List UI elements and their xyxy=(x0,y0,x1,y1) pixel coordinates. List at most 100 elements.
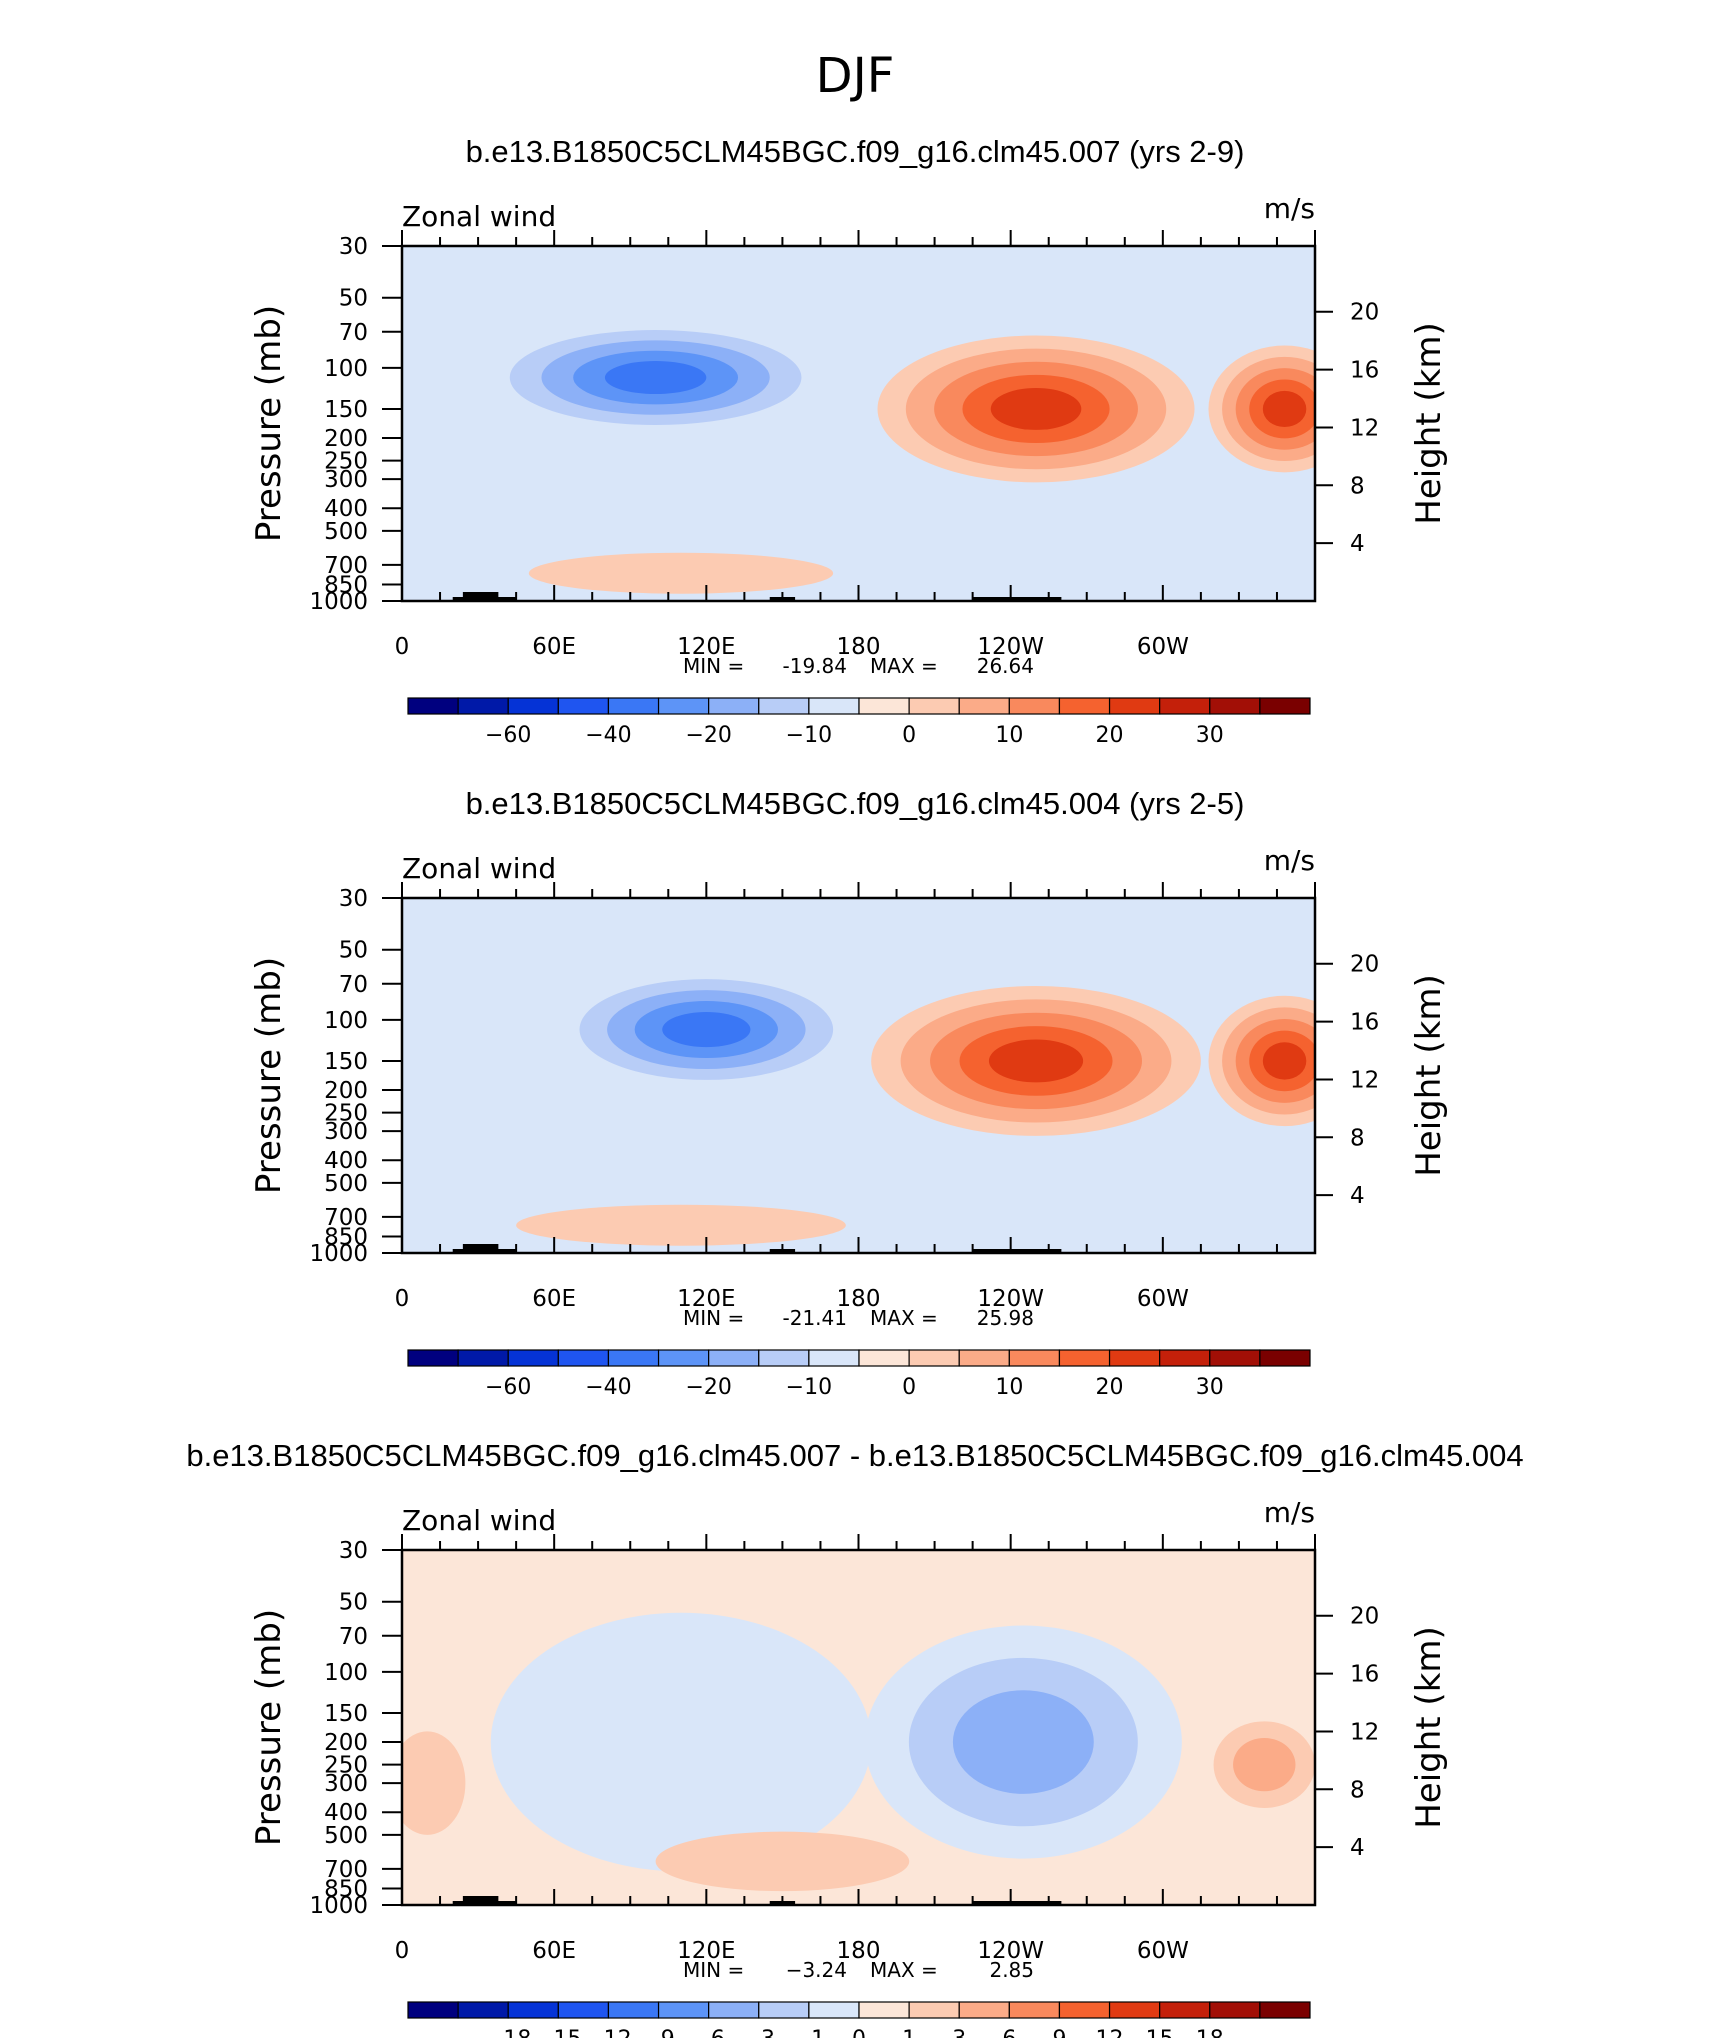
colorbar-label: −20 xyxy=(685,723,731,748)
colorbar-swatch xyxy=(958,1349,1010,1367)
height-tick-label: 12 xyxy=(1350,415,1379,441)
colorbar-swatch xyxy=(1058,697,1111,715)
colorbar-swatch xyxy=(457,2001,509,2019)
colorbar-swatch xyxy=(407,1349,459,1367)
y-tick-label: 1000 xyxy=(309,1241,368,1267)
colorbar-swatch xyxy=(657,697,710,715)
y-tick-label: 1000 xyxy=(309,589,368,615)
y-tick-label: 300 xyxy=(324,1119,368,1145)
x-tick-label: 180 xyxy=(837,1286,881,1312)
panel-title: b.e13.B1850C5CLM45BGC.f09_g16.clm45.007 … xyxy=(466,134,1245,169)
y-tick-label: 400 xyxy=(324,1148,368,1174)
colorbar-label: −60 xyxy=(485,1375,531,1400)
topography-peak xyxy=(462,1896,499,1905)
colorbar-label: −9 xyxy=(642,2027,674,2038)
y-tick-label: 500 xyxy=(324,1823,368,1849)
height-tick-label: 20 xyxy=(1350,1604,1379,1630)
min-label: MIN = xyxy=(683,1306,744,1330)
colorbar-swatch xyxy=(557,1349,610,1367)
height-tick-label: 12 xyxy=(1350,1719,1379,1745)
height-tick-label: 16 xyxy=(1350,1662,1379,1688)
x-tick-label: 60W xyxy=(1137,1286,1189,1312)
colorbar-swatch xyxy=(407,697,459,715)
panel-title: b.e13.B1850C5CLM45BGC.f09_g16.clm45.007 … xyxy=(186,1438,1523,1473)
y-tick-label: 200 xyxy=(324,1730,368,1756)
colorbar-swatch xyxy=(1108,2001,1161,2019)
topography-2 xyxy=(972,597,1062,601)
x-tick-label: 120E xyxy=(677,1938,735,1964)
panel-1: b.e13.B1850C5CLM45BGC.f09_g16.clm45.007 … xyxy=(249,134,1449,748)
y-tick-label: 70 xyxy=(339,972,368,998)
y-tick-label: 250 xyxy=(324,1753,368,1779)
colorbar-label: −1 xyxy=(793,2027,825,2038)
contour-jet-1-level-4 xyxy=(1262,390,1307,428)
y-tick-label: 500 xyxy=(324,1171,368,1197)
left-string: Zonal wind xyxy=(402,852,556,885)
colorbar-label: −40 xyxy=(585,723,631,748)
x-tick-label: 0 xyxy=(395,1938,410,1964)
height-tick-label: 4 xyxy=(1350,1835,1365,1861)
colorbar-swatch xyxy=(858,1349,910,1367)
x-tick-label: 60W xyxy=(1137,634,1189,660)
colorbar-swatch xyxy=(758,2001,810,2019)
colorbar-swatch xyxy=(1058,2001,1111,2019)
colorbar-swatch xyxy=(1108,1349,1161,1367)
y-tick-label: 30 xyxy=(339,886,368,912)
x-tick-label: 60E xyxy=(532,634,576,660)
y-axis-label: Pressure (mb) xyxy=(249,957,289,1194)
colorbar-label: 10 xyxy=(995,723,1023,748)
y-tick-label: 700 xyxy=(324,1857,368,1883)
colorbar-label: −20 xyxy=(685,1375,731,1400)
colorbar-swatch xyxy=(1108,697,1161,715)
colorbar-label: 0 xyxy=(852,2027,866,2038)
height-tick-label: 20 xyxy=(1350,952,1379,978)
contour-positive-3-level-1 xyxy=(1233,1737,1296,1792)
contour-easterly-2-level-3 xyxy=(662,1012,751,1048)
y-tick-label: 850 xyxy=(324,573,368,599)
x-tick-label: 60W xyxy=(1137,1938,1189,1964)
colorbar-swatch xyxy=(1008,697,1061,715)
topography-peak xyxy=(462,1244,499,1253)
contour-jet-0-level-4 xyxy=(990,387,1082,430)
x-tick-label: 0 xyxy=(395,634,410,660)
x-tick-label: 120W xyxy=(977,1938,1044,1964)
colorbar-label: −40 xyxy=(585,1375,631,1400)
height-tick-label: 20 xyxy=(1350,300,1379,326)
colorbar-label: 18 xyxy=(1196,2027,1224,2038)
height-axis-label: Height (km) xyxy=(1409,974,1449,1177)
colorbar-swatch xyxy=(1209,697,1261,715)
y-tick-label: 700 xyxy=(324,1205,368,1231)
x-tick-label: 120E xyxy=(677,634,735,660)
y-tick-label: 150 xyxy=(324,1049,368,1075)
colorbar-swatch xyxy=(708,2001,760,2019)
contour-surface_westerly-3-level-0 xyxy=(528,552,834,594)
contour-surface_westerly-3-level-0 xyxy=(516,1204,846,1246)
y-tick-label: 250 xyxy=(324,1101,368,1127)
y-tick-label: 70 xyxy=(339,320,368,346)
y-axis-label: Pressure (mb) xyxy=(249,305,289,542)
max-label: MAX = xyxy=(870,654,938,678)
min-label: MIN = xyxy=(683,654,744,678)
topography-peak xyxy=(462,592,499,601)
colorbar-swatch xyxy=(657,1349,710,1367)
x-tick-label: 120E xyxy=(677,1286,735,1312)
colorbar-label: −12 xyxy=(585,2027,631,2038)
colorbar-swatch xyxy=(657,2001,710,2019)
colorbar-swatch xyxy=(908,697,960,715)
colorbar-label: 15 xyxy=(1146,2027,1174,2038)
colorbar-label: 0 xyxy=(902,1375,916,1400)
colorbar-swatch xyxy=(557,2001,610,2019)
y-tick-label: 30 xyxy=(339,234,368,260)
y-tick-label: 850 xyxy=(324,1225,368,1251)
x-tick-label: 60E xyxy=(532,1286,576,1312)
colorbar-swatch xyxy=(858,2001,910,2019)
colorbar-swatch xyxy=(1058,1349,1111,1367)
y-tick-label: 100 xyxy=(324,1660,368,1686)
y-tick-label: 100 xyxy=(324,356,368,382)
contour-negative-0-level-2 xyxy=(952,1690,1094,1794)
max-label: MAX = xyxy=(870,1958,938,1982)
y-tick-label: 30 xyxy=(339,1538,368,1564)
colorbar-label: 6 xyxy=(1002,2027,1016,2038)
topography-2 xyxy=(972,1901,1062,1905)
